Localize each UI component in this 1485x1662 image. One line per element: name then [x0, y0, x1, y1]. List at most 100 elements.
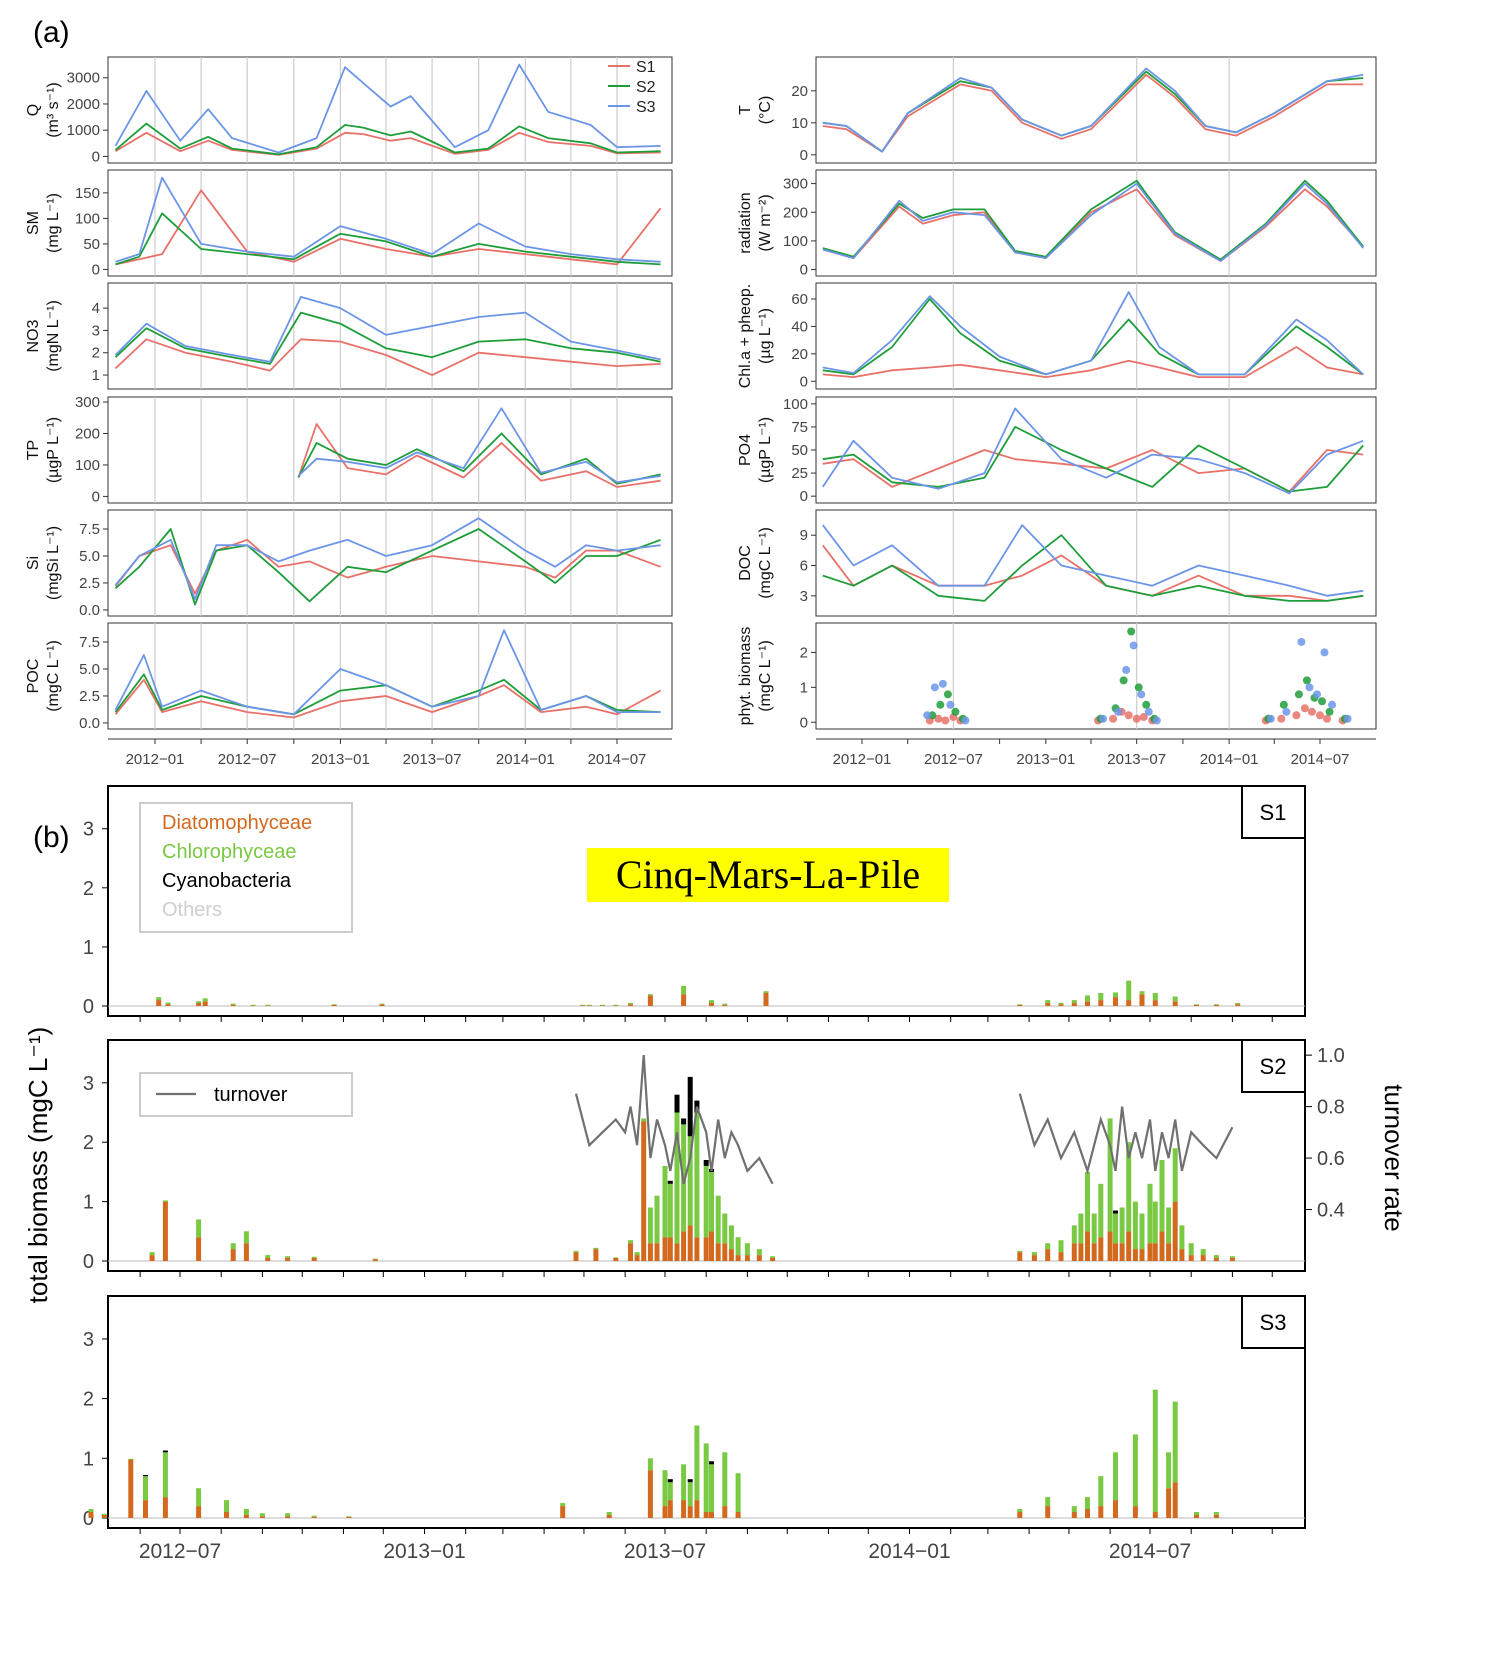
- bar-Chlorophyceae: [1071, 1000, 1077, 1004]
- bar-Chlorophyceae: [1132, 1434, 1138, 1506]
- point-S1: [1139, 713, 1148, 722]
- bar-Diatomophyceae: [1113, 1500, 1118, 1518]
- bar-Diatomophyceae: [128, 1459, 134, 1518]
- bar-Chlorophyceae: [628, 1240, 633, 1244]
- bar-Diatomophyceae: [243, 1243, 249, 1261]
- bar-Diatomophyceae: [1071, 1512, 1077, 1518]
- bar-Diatomophyceae: [1200, 1255, 1206, 1261]
- bar-Diatomophyceae: [1119, 1243, 1125, 1261]
- bar-Chlorophyceae: [1085, 1497, 1090, 1509]
- bar-Chlorophyceae: [1045, 1243, 1051, 1250]
- series-line-S3: [114, 629, 661, 716]
- y-tick-label: 60: [791, 291, 808, 308]
- bar-Chlorophyceae: [728, 1225, 734, 1250]
- y-tick-label: 100: [75, 457, 100, 474]
- x-tick-label: 2014−07: [1291, 751, 1350, 768]
- bar-Cyanobacteria: [1113, 1210, 1118, 1214]
- bar-Chlorophyceae: [230, 1243, 236, 1250]
- bar-Chlorophyceae: [156, 997, 162, 1001]
- bar-Chlorophyceae: [224, 1500, 229, 1512]
- x-tick-label: 2013−01: [311, 751, 370, 768]
- bar-Diatomophyceae: [1213, 1258, 1219, 1261]
- bar-Diatomophyceae: [674, 1243, 680, 1261]
- bar-Diatomophyceae: [1159, 1231, 1165, 1261]
- bar-Cyanobacteria: [143, 1475, 148, 1477]
- y2-tick-label: 1.0: [1317, 1045, 1345, 1067]
- bar-Chlorophyceae: [1113, 992, 1118, 998]
- bar-Diatomophyceae: [1045, 1506, 1051, 1518]
- bar-Diatomophyceae: [744, 1255, 750, 1261]
- bar-Chlorophyceae: [744, 1243, 750, 1256]
- bar-Diatomophyceae: [1166, 1488, 1172, 1518]
- bar-Diatomophyceae: [1172, 1482, 1178, 1518]
- bar-Diatomophyceae: [681, 1500, 687, 1518]
- bar-Diatomophyceae: [703, 1512, 709, 1518]
- turnover-line: [1018, 1093, 1234, 1175]
- bar-Chlorophyceae: [1119, 1207, 1125, 1244]
- bar-Chlorophyceae: [1017, 1250, 1023, 1253]
- bar-Chlorophyceae: [1188, 1243, 1194, 1256]
- bar-Diatomophyceae: [628, 1243, 633, 1261]
- panel-frame: [815, 169, 1377, 277]
- bar-Diatomophyceae: [1098, 1506, 1104, 1518]
- bar-Diatomophyceae: [687, 1506, 693, 1518]
- panel-frame: [107, 396, 673, 504]
- bar-Chlorophyceae: [687, 1482, 693, 1507]
- point-S2: [943, 690, 952, 699]
- y-tick-label: 150: [75, 185, 100, 202]
- x-tick-label: 2012−01: [126, 751, 185, 768]
- bar-Diatomophyceae: [1078, 1243, 1084, 1261]
- bar-Diatomophyceae: [1107, 1231, 1113, 1261]
- bar-Diatomophyceae: [1071, 1003, 1077, 1006]
- bar-Diatomophyceae: [372, 1259, 378, 1261]
- bar-Diatomophyceae: [202, 1001, 208, 1006]
- y-tick-label: 100: [75, 210, 100, 227]
- bar-Diatomophyceae: [331, 1004, 337, 1006]
- bar-Diatomophyceae: [728, 1249, 734, 1261]
- point-S3: [1312, 690, 1321, 699]
- legend-label-S3: S3: [636, 99, 656, 116]
- series-line-S3: [114, 295, 661, 363]
- y-axis-unit: (mgC L⁻¹): [45, 640, 62, 712]
- bar-Chlorophyceae: [647, 994, 653, 996]
- y-axis-unit: (°C): [757, 96, 774, 125]
- bar-Cyanobacteria: [703, 1160, 709, 1166]
- y-axis-unit: (µg L⁻¹): [757, 308, 774, 364]
- series-line-S3: [114, 63, 661, 154]
- point-S3: [1297, 637, 1306, 646]
- bar-Chlorophyceae: [756, 1249, 762, 1255]
- bar-Chlorophyceae: [593, 1247, 599, 1250]
- bar-Diatomophyceae: [662, 1237, 668, 1261]
- point-S3: [930, 683, 939, 692]
- y-axis-unit: (m³ s⁻¹): [45, 82, 62, 138]
- y-axis-label: radiation: [737, 192, 754, 253]
- bar-Diatomophyceae: [586, 1005, 592, 1006]
- bar-Diatomophyceae: [560, 1506, 566, 1518]
- bar-Diatomophyceae: [196, 1003, 202, 1006]
- bar-Chlorophyceae: [763, 991, 769, 993]
- point-S3: [1129, 641, 1138, 650]
- bar-Chlorophyceae: [694, 1112, 700, 1238]
- bar-Diatomophyceae: [681, 994, 687, 1006]
- bar-Cyanobacteria: [674, 1094, 680, 1113]
- y-tick-label: 100: [783, 233, 808, 250]
- bar-Chlorophyceae: [1098, 993, 1104, 1001]
- y-axis-label: Si: [25, 556, 42, 570]
- y-tick-label: 0: [83, 1508, 94, 1530]
- bar-Diatomophyceae: [311, 1516, 317, 1518]
- bar-Chlorophyceae: [128, 1458, 134, 1460]
- legend-label-S2: S2: [636, 79, 656, 96]
- y-tick-label: 7.5: [79, 521, 100, 538]
- y-tick-label: 0: [800, 373, 808, 390]
- bar-Chlorophyceae: [709, 1000, 714, 1004]
- station-label: S2: [1260, 1054, 1287, 1079]
- bar-Diatomophyceae: [1017, 1512, 1023, 1518]
- bar-Diatomophyceae: [1126, 1231, 1132, 1261]
- bar-Chlorophyceae: [1078, 1213, 1084, 1244]
- point-S1: [934, 714, 943, 723]
- x-tick-label: 2014−01: [496, 751, 555, 768]
- site-highlight: [587, 848, 949, 902]
- y-tick-label: 200: [783, 204, 808, 221]
- y-tick-label: 100: [783, 396, 808, 413]
- point-S3: [1282, 707, 1291, 716]
